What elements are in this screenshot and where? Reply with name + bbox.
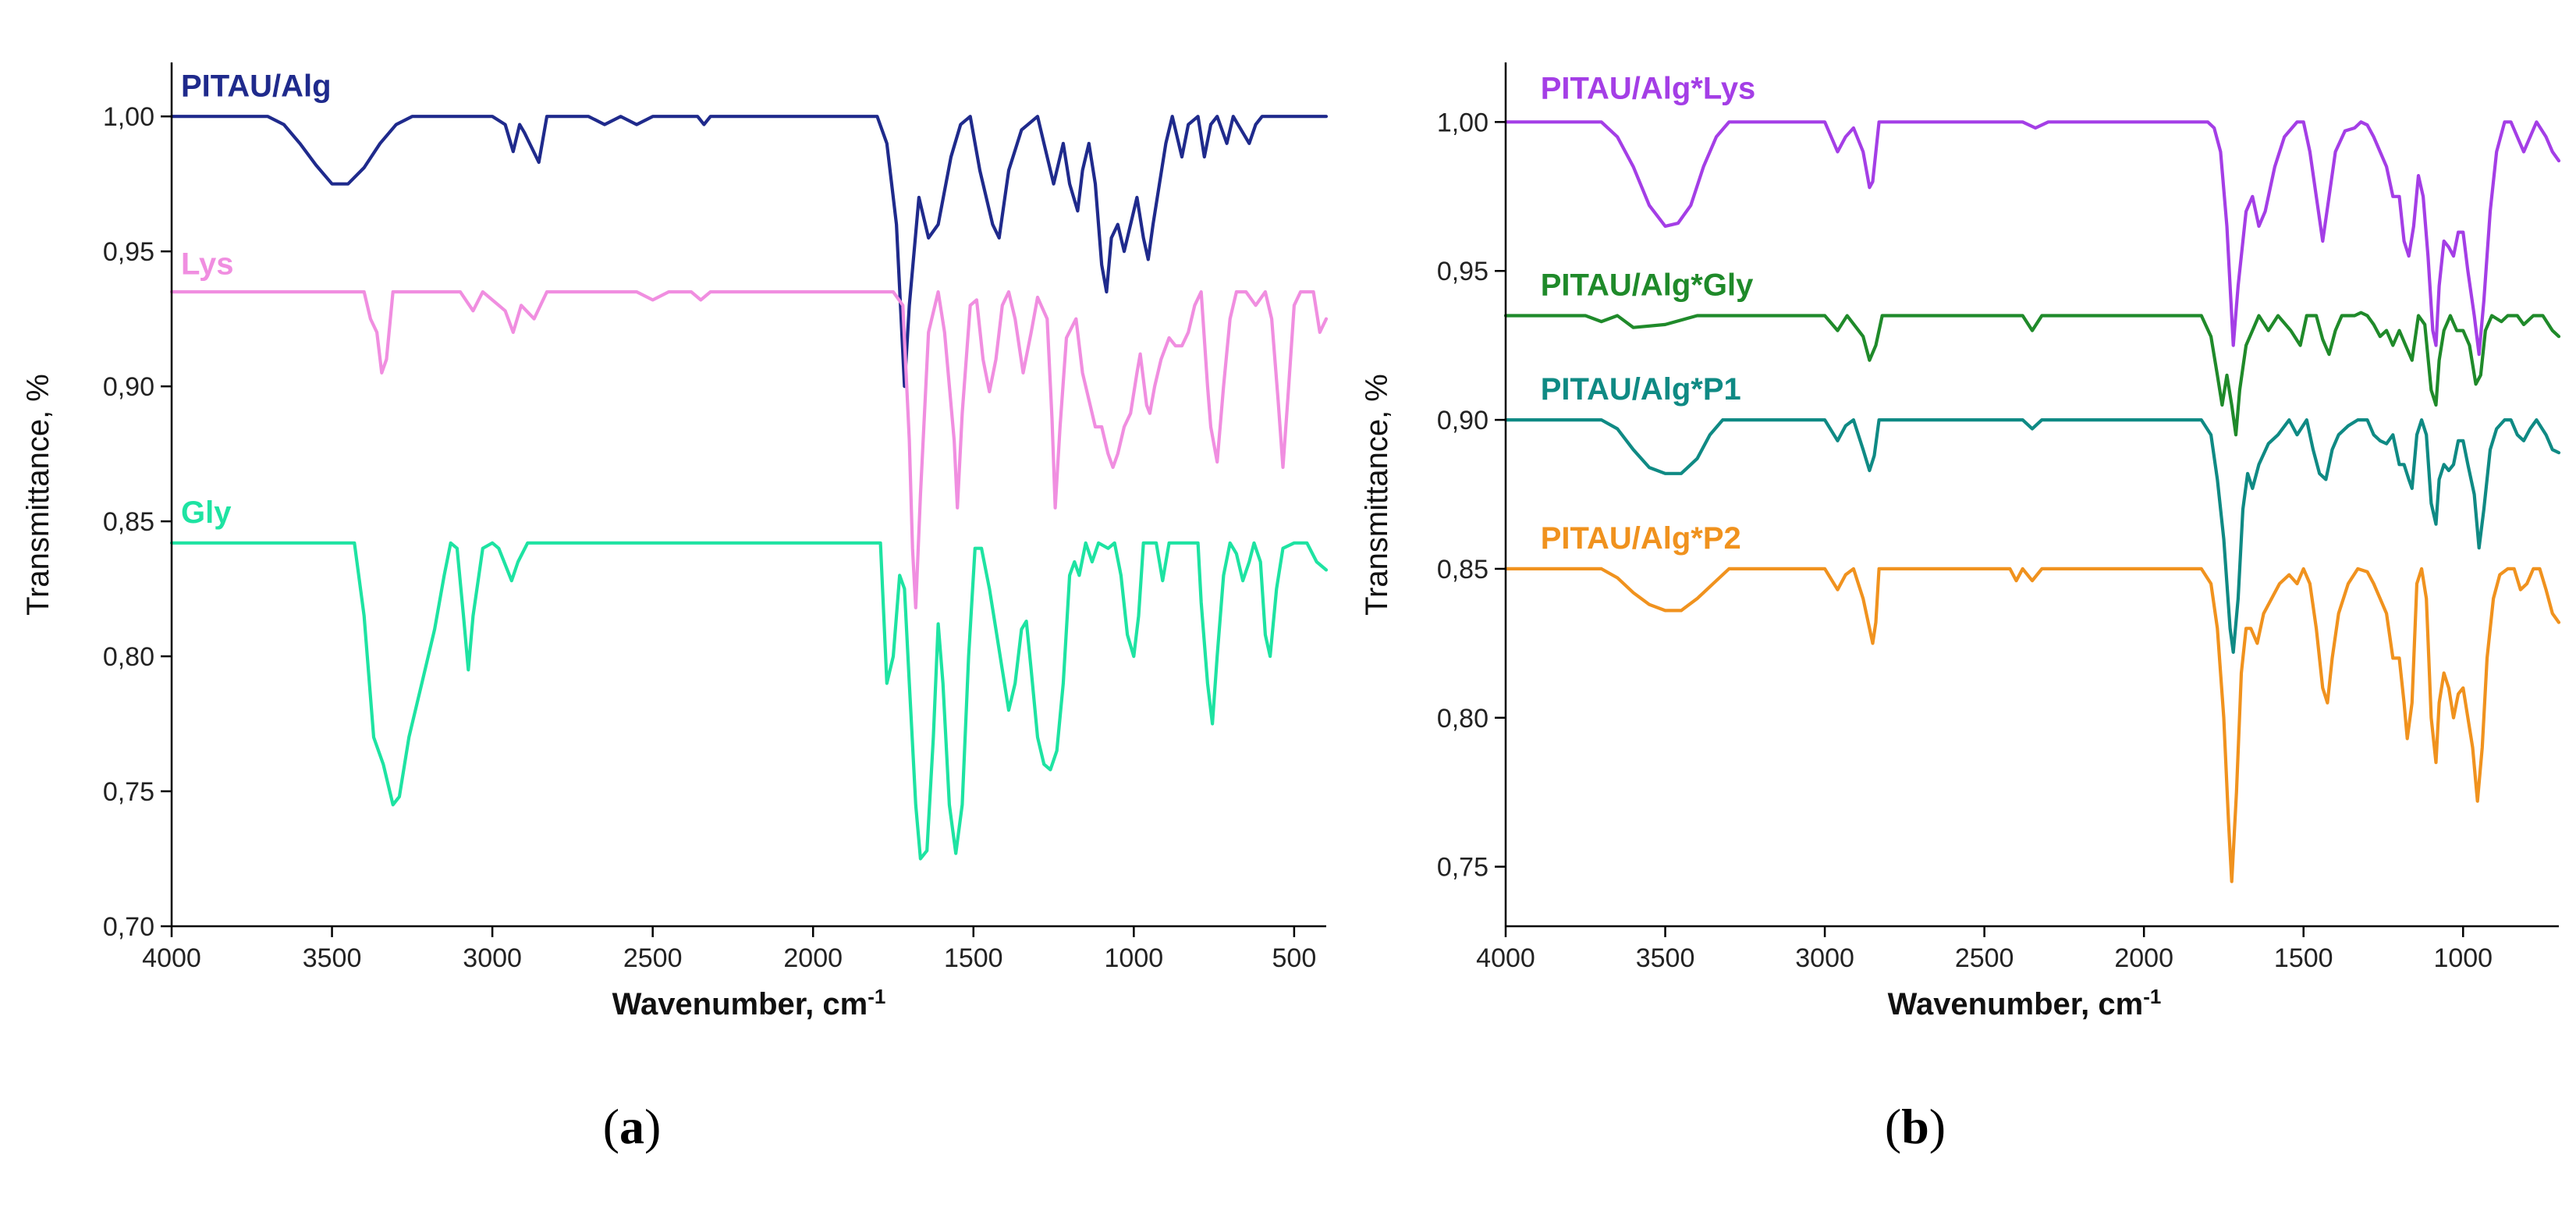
panel-b-x-tick-label: 4000: [1476, 943, 1535, 973]
panel-a-series-label-gly: Gly: [181, 496, 232, 530]
panel-b-y-tick-label: 1,00: [1437, 108, 1488, 137]
panel-b-y-tick-label: 0,80: [1437, 704, 1488, 734]
panel-b-series-label-pitau-alg-lys: PITAU/Alg*Lys: [1541, 71, 1756, 105]
panel-a-y-tick-label: 0,95: [103, 237, 154, 267]
panel-a-y-tick-label: 1,00: [103, 102, 154, 132]
panel-b-x-tick-label: 3000: [1795, 943, 1854, 973]
panel-b-y-tick-label: 0,90: [1437, 406, 1488, 435]
panel-b-x-ticks: 4000 3500 3000 2500 2000 1500 1000: [1476, 926, 2493, 973]
panel-a-label: (a): [603, 1099, 662, 1154]
panel-b-series-pitau-alg-gly: [1503, 311, 2561, 437]
panel-a-y-tick-label: 0,80: [103, 642, 154, 672]
panel-b-x-tick-label: 1000: [2433, 943, 2493, 973]
panel-b-label-letter: b: [1901, 1099, 1929, 1154]
panel-a-series-labels: PITAU/Alg Lys Gly: [181, 69, 332, 530]
panel-a-series-gly: [169, 541, 1329, 861]
panel-b-y-tick-label: 0,75: [1437, 853, 1488, 883]
panel-b-series-labels: PITAU/Alg*Lys PITAU/Alg*Gly PITAU/Alg*P1 PI…: [1541, 71, 1756, 555]
panel-a-x-ticks: 4000 3500 3000 2500 2000 1500 1000 500: [142, 926, 1316, 973]
panel-b-series-label-pitau-alg-gly: PITAU/Alg*Gly: [1541, 268, 1754, 302]
panel-b-series-pitau-alg-p1: [1503, 418, 2561, 654]
panel-a-series-label-pitau-alg: PITAU/Alg: [181, 69, 332, 103]
panel-a-x-tick-label: 4000: [142, 943, 201, 973]
panel-b-y-tick-label: 0,95: [1437, 257, 1488, 286]
panel-a-x-tick-label: 2500: [623, 943, 683, 973]
panel-a-x-tick-label: 2000: [783, 943, 843, 973]
chart-panel-b: 4000 3500 3000 2500 2000 1500 1000 0,75 0,80 0,8…: [1360, 62, 2561, 1154]
panel-b-x-tick-label: 2000: [2114, 943, 2173, 973]
panel-a-series-label-lys: Lys: [181, 247, 233, 282]
panel-a-series-lys: [169, 290, 1329, 609]
panel-b-y-tick-label: 0,85: [1437, 555, 1488, 584]
panel-a-x-axis-title-superscript: -1: [868, 985, 885, 1008]
panel-a-y-ticks: 0,70 0,75 0,80 0,85 0,90 0,95 1,00: [103, 102, 172, 942]
panel-b-x-tick-label: 2500: [1955, 943, 2014, 973]
panel-b-y-ticks: 0,75 0,80 0,85 0,90 0,95 1,00: [1437, 108, 1506, 883]
panel-a-x-tick-label: 500: [1272, 943, 1317, 973]
panel-a-y-tick-label: 0,75: [103, 777, 154, 807]
panel-a-x-tick-label: 3500: [303, 943, 362, 973]
panel-b-x-axis-title-superscript: -1: [2143, 985, 2161, 1008]
panel-a-series-group: [169, 115, 1329, 861]
panel-b-x-tick-label: 3500: [1636, 943, 1695, 973]
panel-b-series-label-pitau-alg-p1: PITAU/Alg*P1: [1541, 372, 1741, 407]
panel-a-y-tick-label: 0,85: [103, 507, 154, 537]
panel-b-x-tick-label: 1500: [2274, 943, 2333, 973]
panel-b-x-axis-title: Wavenumber, cm-1: [1888, 985, 2162, 1021]
panel-a-x-tick-label: 1500: [944, 943, 1003, 973]
panel-a-x-tick-label: 3000: [463, 943, 522, 973]
panel-a-y-tick-label: 0,90: [103, 372, 154, 402]
panel-b-series-pitau-alg-lys: [1503, 120, 2561, 357]
panel-b-y-axis-title: Transmittance, %: [1360, 374, 1394, 616]
panel-b-label: (b): [1885, 1099, 1946, 1154]
panel-a-series-pitau-alg: [169, 115, 1329, 389]
panel-b-series-group: [1503, 120, 2561, 883]
panel-a-label-letter: a: [619, 1099, 644, 1154]
panel-a-x-tick-label: 1000: [1105, 943, 1164, 973]
panel-a-x-axis-title: Wavenumber, cm-1: [612, 985, 886, 1021]
chart-panel-a: 4000 3500 3000 2500 2000 1500 1000 500 0,70 0,75…: [21, 62, 1329, 1154]
panel-a-y-axis-title: Transmittance, %: [21, 374, 55, 616]
panel-b-series-label-pitau-alg-p2: PITAU/Alg*P2: [1541, 521, 1741, 556]
panel-b-series-pitau-alg-p2: [1503, 567, 2561, 883]
panel-a-y-tick-label: 0,70: [103, 912, 154, 942]
